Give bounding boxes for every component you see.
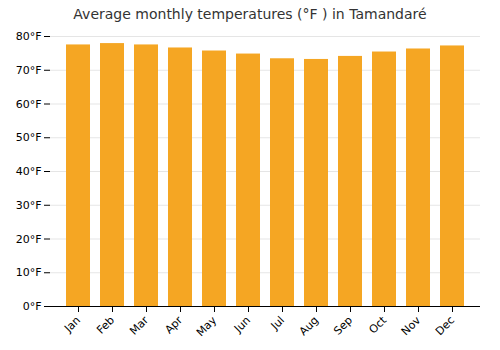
svg-text:70°F: 70°F xyxy=(16,64,42,77)
svg-text:Sep: Sep xyxy=(331,314,355,338)
svg-text:Jul: Jul xyxy=(268,314,287,333)
svg-text:20°F: 20°F xyxy=(16,233,42,246)
svg-text:50°F: 50°F xyxy=(16,131,42,144)
svg-text:30°F: 30°F xyxy=(16,199,42,212)
svg-text:80°F: 80°F xyxy=(16,30,42,43)
svg-text:Jan: Jan xyxy=(61,314,83,336)
svg-text:Aug: Aug xyxy=(297,314,321,338)
svg-text:Nov: Nov xyxy=(399,313,424,338)
svg-text:40°F: 40°F xyxy=(16,165,42,178)
svg-text:Apr: Apr xyxy=(162,313,185,336)
svg-text:60°F: 60°F xyxy=(16,98,42,111)
svg-text:May: May xyxy=(194,313,220,339)
svg-text:10°F: 10°F xyxy=(16,266,42,279)
html-text:Average monthly temperatures (: Average monthly temperatures (°F ) in Ta… xyxy=(73,6,427,22)
svg-text:0°F: 0°F xyxy=(23,300,42,313)
svg-text:Jun: Jun xyxy=(231,314,253,336)
svg-text:Dec: Dec xyxy=(433,314,457,338)
svg-text:Feb: Feb xyxy=(94,314,117,337)
svg-text:Oct: Oct xyxy=(366,313,389,336)
svg-text:Mar: Mar xyxy=(127,313,151,337)
